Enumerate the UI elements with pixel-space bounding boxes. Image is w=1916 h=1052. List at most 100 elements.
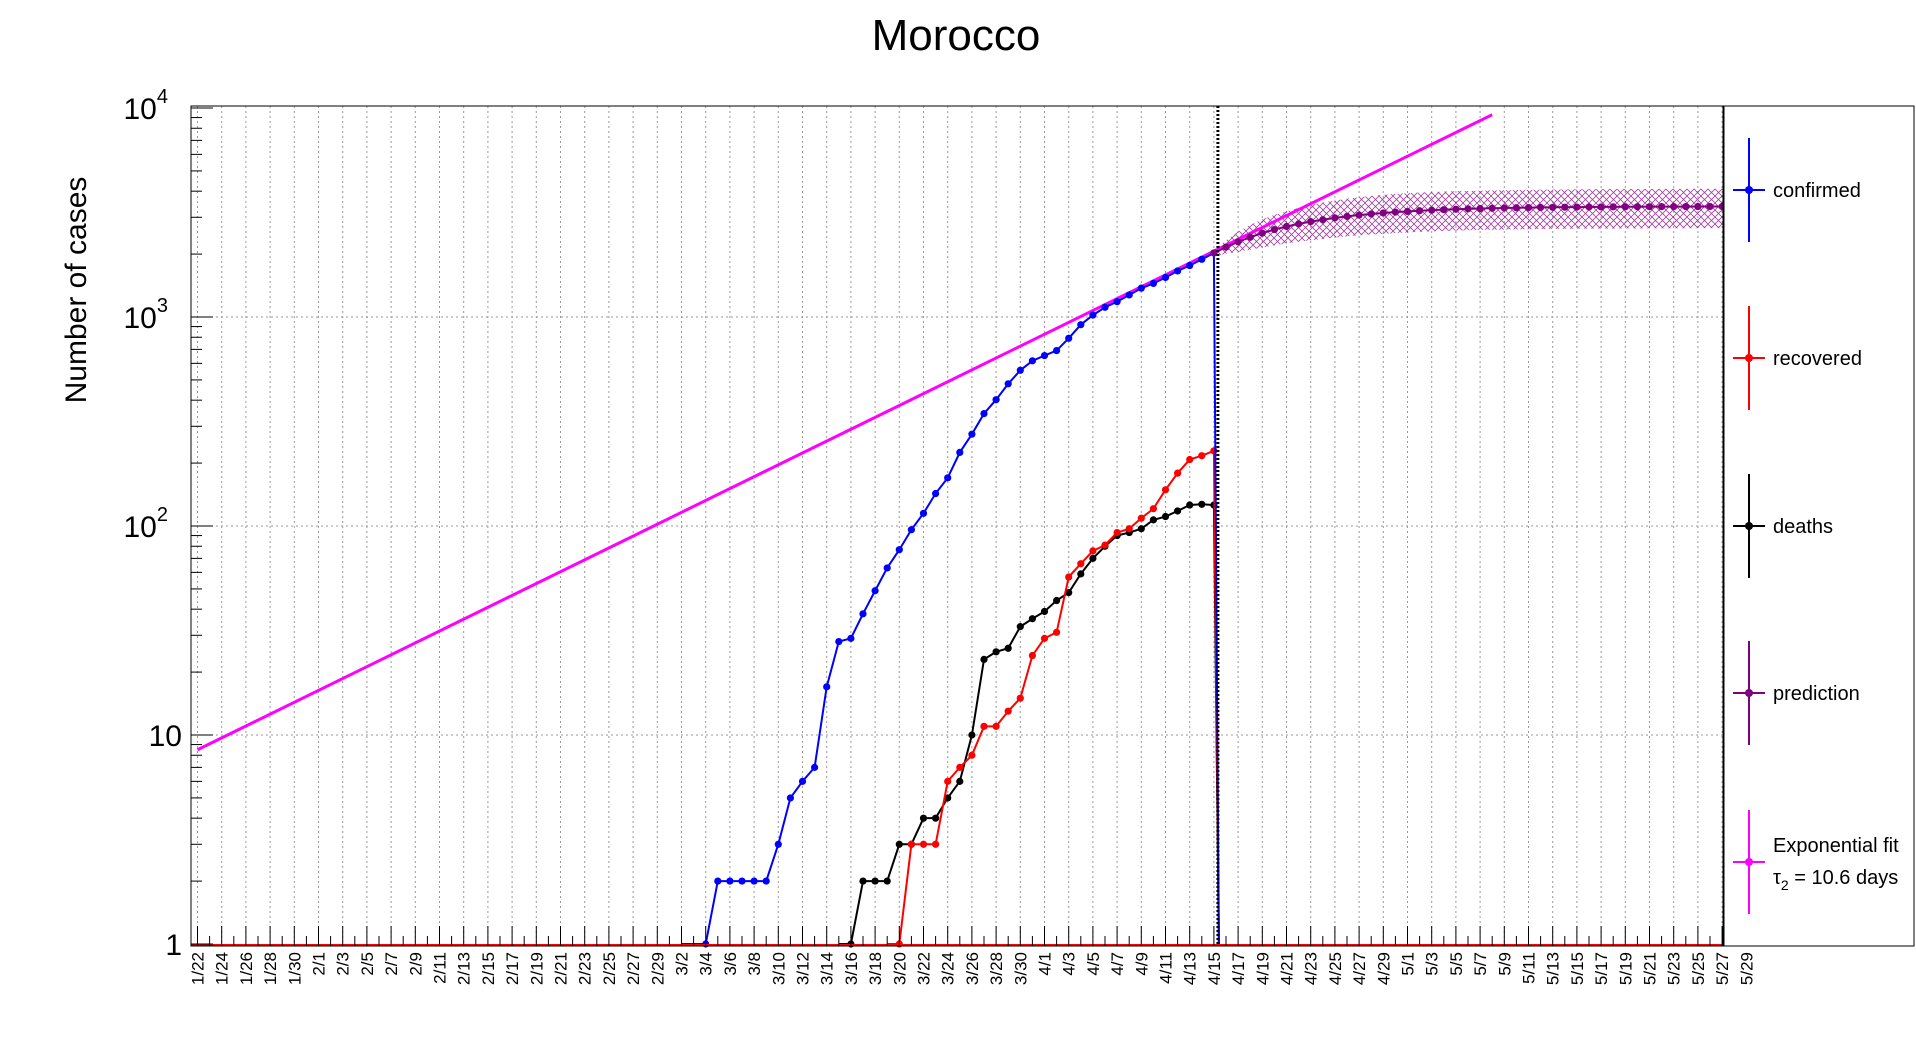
x-tick-label: 5/9 <box>1495 952 1514 976</box>
prediction-point <box>1452 205 1460 213</box>
prediction-point <box>1633 203 1641 211</box>
recovered-point <box>1101 541 1109 549</box>
confirmed-point <box>956 448 964 456</box>
recovered-point <box>932 840 940 848</box>
x-tick-label: 5/21 <box>1641 952 1660 985</box>
deaths-point <box>1161 512 1170 521</box>
deaths-point <box>1089 554 1097 562</box>
deaths-point <box>1077 570 1085 578</box>
deaths-point <box>956 777 964 785</box>
x-tick-label: 2/29 <box>648 952 667 985</box>
prediction-point <box>1694 202 1702 211</box>
x-tick-label: 4/29 <box>1374 952 1393 985</box>
x-tick-label: 5/11 <box>1520 952 1539 984</box>
x-tick-label: 2/5 <box>358 952 377 976</box>
x-tick-label: 4/19 <box>1253 952 1272 985</box>
confirmed-point <box>1186 261 1194 270</box>
prediction-point <box>1319 216 1327 224</box>
x-tick-label: 2/19 <box>527 952 546 985</box>
prediction-point <box>1585 203 1593 211</box>
recovered-point <box>1113 528 1121 537</box>
prediction-point <box>1512 204 1520 212</box>
confirmed-point <box>1149 279 1157 287</box>
x-tick-label: 3/30 <box>1011 952 1030 985</box>
confirmed-point <box>750 877 758 885</box>
x-tick-label: 1/28 <box>261 952 280 985</box>
legend-label: prediction <box>1773 683 1860 705</box>
x-tick-label: 2/27 <box>624 952 643 985</box>
confirmed-point <box>895 546 903 554</box>
x-tick-label: 4/25 <box>1326 952 1345 985</box>
confirmed-point <box>798 777 807 785</box>
y-tick-label: 1 <box>165 929 182 962</box>
prediction-point <box>1222 243 1230 251</box>
recovered-point <box>1028 651 1036 660</box>
legend-marker-dot <box>1745 186 1753 194</box>
legend: confirmed recovered deaths prediction Expone… <box>1723 105 1915 947</box>
x-tick-label: 4/27 <box>1350 952 1369 985</box>
recovered-point <box>1089 547 1097 555</box>
x-tick-label: 2/11 <box>431 952 450 984</box>
prediction-point <box>1537 203 1545 212</box>
deaths-point <box>895 840 903 848</box>
y-tick-label: 102 <box>124 504 169 544</box>
x-tick-label: 3/8 <box>745 952 764 976</box>
x-tick-label: 2/17 <box>503 952 522 985</box>
prediction-point <box>1355 211 1363 219</box>
confirmed-point <box>919 509 928 517</box>
recovered-point <box>992 722 1000 730</box>
x-tick-label: 4/23 <box>1302 952 1321 985</box>
prediction-point <box>1307 218 1315 226</box>
x-tick-label: 2/13 <box>455 952 474 985</box>
prediction-point <box>1670 202 1678 211</box>
x-tick-label: 5/1 <box>1399 952 1418 976</box>
x-tick-label: 3/24 <box>939 952 958 985</box>
recovered-point <box>1186 455 1194 464</box>
prediction-point <box>1706 202 1714 211</box>
prediction-point <box>1270 225 1278 234</box>
deaths-point <box>1149 516 1157 524</box>
grid-layer <box>191 106 1747 946</box>
confirmed-point <box>859 610 867 618</box>
confirmed-point <box>1077 321 1085 329</box>
prediction-point <box>1561 203 1569 211</box>
y-tick-label: 103 <box>124 295 169 335</box>
prediction-point <box>1476 204 1484 213</box>
deaths-point <box>968 731 976 739</box>
confirmed-point <box>726 877 734 885</box>
confirmed-point <box>762 877 770 885</box>
confirmed-point <box>835 637 843 646</box>
prediction-point <box>1234 238 1242 246</box>
confirmed-point <box>714 877 722 885</box>
x-tick-label: 5/19 <box>1616 952 1635 985</box>
x-tick-label: 4/15 <box>1205 952 1224 985</box>
x-tick-label: 2/25 <box>600 952 619 985</box>
x-tick-label: 3/18 <box>866 952 885 985</box>
y-tick-label: 10 <box>149 720 182 753</box>
y-tick-label: 104 <box>124 86 169 126</box>
deaths-point <box>980 655 988 663</box>
deaths-point <box>1004 644 1012 652</box>
prediction-point <box>1331 214 1339 222</box>
x-tick-label: 5/3 <box>1423 952 1442 976</box>
x-tick-label: 1/30 <box>285 952 304 985</box>
confirmed-point <box>1137 284 1145 292</box>
prediction-point <box>1210 249 1218 257</box>
recovered-point <box>1004 707 1012 715</box>
prediction-point <box>1258 229 1266 237</box>
prediction-point <box>1367 210 1375 218</box>
deaths-point <box>1137 525 1145 533</box>
recovered-point <box>1161 486 1170 494</box>
x-tick-label: 3/28 <box>987 952 1006 985</box>
confirmed-point <box>1028 357 1036 365</box>
deaths-point <box>1065 589 1073 597</box>
deaths-point <box>871 877 879 885</box>
x-tick-label: 4/11 <box>1157 952 1176 984</box>
deaths-line <box>838 503 1220 947</box>
x-tick-label: 3/12 <box>794 952 813 985</box>
deaths-point <box>1174 507 1182 515</box>
x-tick-label: 3/4 <box>697 952 716 976</box>
prediction-point <box>1403 207 1412 216</box>
x-tick-label: 3/14 <box>818 952 837 985</box>
y-axis-label: Number of cases <box>60 177 93 404</box>
